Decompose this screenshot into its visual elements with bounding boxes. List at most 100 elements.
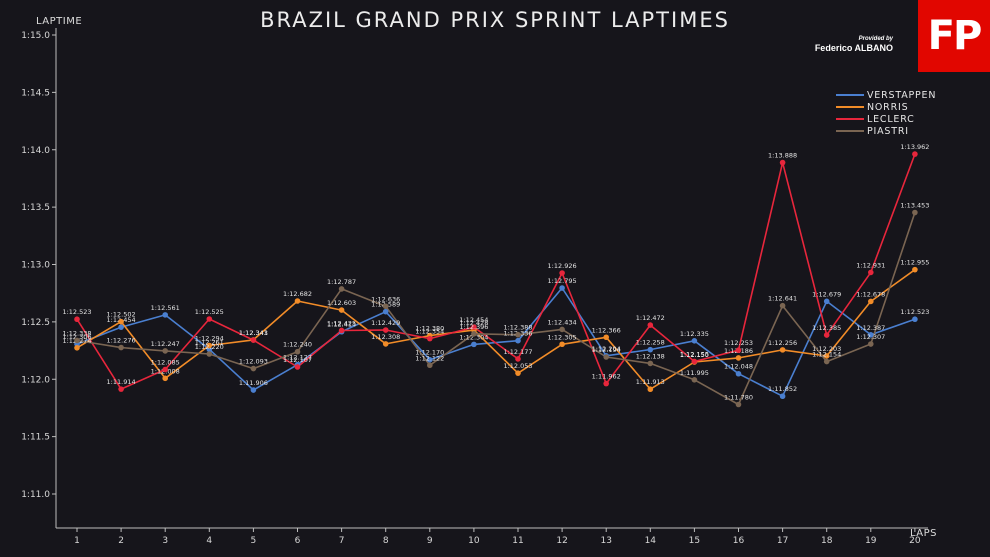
data-label-leclerc: 1:12.253 — [724, 339, 753, 347]
data-point-leclerc — [515, 356, 521, 362]
data-point-piastri — [471, 331, 477, 337]
credit-provided-text: Provided by — [858, 36, 893, 42]
data-point-leclerc — [118, 386, 124, 392]
y-tick-label: 1:11.0 — [21, 490, 50, 500]
data-label-verstappen: 1:12.561 — [151, 304, 180, 312]
data-point-norris — [647, 386, 654, 393]
data-point-norris — [912, 266, 918, 273]
data-label-piastri: 1:12.276 — [107, 337, 136, 345]
data-label-norris: 1:12.256 — [768, 339, 797, 347]
credit-block: Provided by Federico ALBANO — [808, 36, 893, 53]
y-tick-label: 1:14.5 — [21, 88, 50, 98]
data-label-verstappen: 1:11.852 — [768, 385, 797, 393]
y-tick-label: 1:11.5 — [21, 433, 50, 443]
data-point-verstappen — [691, 338, 698, 344]
fp-logo: FP — [918, 0, 990, 72]
legend-swatch — [836, 94, 864, 96]
data-label-piastri: 1:12.307 — [856, 333, 885, 341]
legend-label: NORRIS — [867, 101, 909, 113]
data-point-leclerc — [162, 366, 168, 373]
data-point-norris — [779, 347, 786, 353]
x-tick-label: 3 — [162, 536, 168, 546]
data-label-norris: 1:12.380 — [415, 325, 444, 333]
data-point-norris — [823, 353, 830, 359]
x-axis-label: LAPS — [910, 528, 938, 539]
data-label-leclerc: 1:11.914 — [107, 378, 136, 386]
data-label-piastri: 1:12.122 — [415, 354, 444, 362]
data-label-leclerc: 1:13.962 — [900, 143, 929, 151]
x-tick-label: 18 — [821, 536, 833, 546]
data-point-piastri — [250, 365, 257, 372]
data-point-leclerc — [74, 316, 80, 323]
x-tick-label: 7 — [339, 536, 345, 546]
data-label-verstappen: 1:12.414 — [327, 321, 356, 329]
data-label-norris: 1:12.150 — [680, 351, 709, 359]
data-point-norris — [559, 341, 565, 348]
data-label-leclerc: 1:12.354 — [415, 328, 444, 336]
data-label-leclerc: 1:12.155 — [680, 350, 709, 358]
data-point-piastri — [823, 358, 830, 365]
data-label-verstappen: 1:12.127 — [283, 354, 312, 362]
x-tick-label: 11 — [512, 536, 523, 546]
data-point-piastri — [162, 348, 168, 354]
data-label-piastri: 1:12.434 — [548, 318, 577, 326]
x-tick-label: 13 — [600, 536, 611, 546]
data-label-leclerc: 1:12.523 — [62, 308, 91, 316]
data-label-piastri: 1:12.388 — [503, 324, 532, 332]
data-point-norris — [868, 298, 874, 305]
legend-item-norris: NORRIS — [836, 101, 936, 113]
y-tick-label: 1:15.0 — [21, 31, 50, 41]
data-label-verstappen: 1:12.204 — [592, 345, 621, 353]
data-label-leclerc: 1:12.429 — [371, 319, 400, 327]
data-label-norris: 1:12.678 — [856, 290, 885, 298]
data-label-piastri: 1:12.194 — [592, 346, 621, 354]
data-label-verstappen: 1:12.306 — [62, 333, 91, 341]
legend-item-piastri: PIASTRI — [836, 125, 936, 137]
data-label-leclerc: 1:12.525 — [195, 308, 224, 316]
data-label-leclerc: 1:12.425 — [327, 319, 356, 327]
data-point-piastri — [868, 341, 874, 347]
data-point-piastri — [382, 303, 389, 310]
data-label-verstappen: 1:12.304 — [459, 333, 488, 341]
chart-legend: VERSTAPPEN NORRIS LECLERC PIASTRI — [836, 89, 936, 137]
data-label-piastri: 1:12.396 — [459, 323, 488, 331]
legend-item-leclerc: LECLERC — [836, 113, 936, 125]
data-point-norris — [162, 375, 168, 382]
data-point-piastri — [206, 351, 213, 357]
legend-swatch — [836, 130, 864, 132]
data-point-piastri — [603, 354, 609, 360]
data-point-verstappen — [250, 387, 257, 393]
data-label-verstappen: 1:11.906 — [239, 379, 268, 387]
data-point-leclerc — [427, 335, 433, 342]
data-label-piastri: 1:12.636 — [371, 295, 400, 303]
data-label-norris: 1:12.955 — [900, 259, 929, 267]
data-label-leclerc: 1:12.926 — [548, 262, 577, 270]
series-line-norris — [76, 269, 916, 391]
data-point-norris — [382, 341, 389, 347]
x-tick-label: 6 — [295, 536, 301, 546]
data-label-verstappen: 1:12.170 — [415, 349, 444, 357]
data-label-piastri: 1:11.995 — [680, 369, 709, 377]
y-tick-label: 1:12.5 — [21, 318, 50, 328]
data-point-leclerc — [779, 159, 786, 166]
data-label-norris: 1:12.203 — [812, 345, 841, 353]
data-label-norris: 1:12.053 — [503, 362, 532, 370]
data-point-norris — [118, 318, 124, 325]
data-label-verstappen: 1:12.258 — [636, 339, 665, 347]
x-tick-label: 15 — [689, 536, 700, 546]
x-tick-label: 1 — [74, 536, 80, 546]
x-tick-label: 17 — [777, 536, 788, 546]
data-point-norris — [294, 298, 301, 304]
data-point-piastri — [294, 348, 301, 355]
data-label-leclerc: 1:11.962 — [592, 373, 621, 381]
data-point-norris — [206, 342, 213, 349]
data-label-piastri: 1:12.338 — [62, 329, 91, 337]
data-label-piastri: 1:13.453 — [900, 202, 929, 210]
data-label-piastri: 1:12.240 — [283, 341, 312, 349]
data-point-piastri — [735, 401, 742, 408]
data-point-leclerc — [382, 327, 389, 333]
data-label-norris: 1:12.308 — [371, 333, 400, 341]
data-point-piastri — [74, 337, 80, 344]
legend-label: VERSTAPPEN — [867, 89, 937, 101]
data-label-piastri: 1:12.641 — [768, 295, 797, 303]
